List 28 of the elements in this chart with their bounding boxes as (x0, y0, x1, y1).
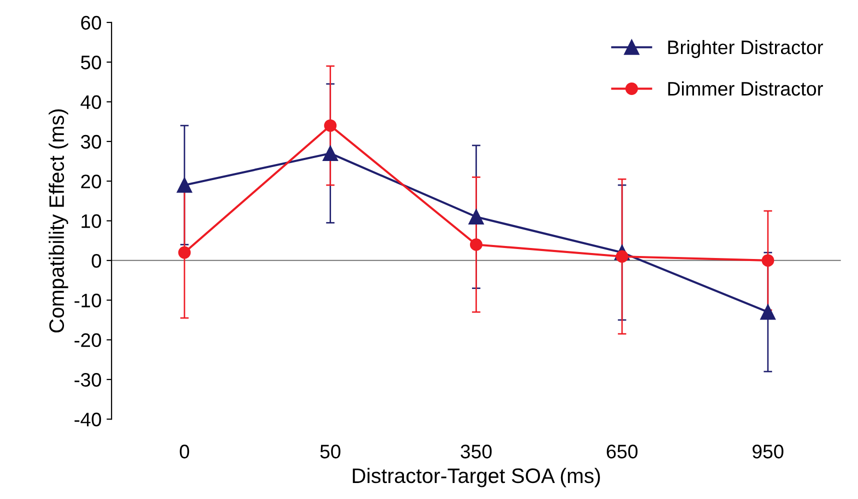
y-tick-label: -40 (74, 412, 102, 426)
y-tick-label: 10 (82, 214, 102, 228)
point (324, 119, 337, 132)
y-tick-label: -30 (74, 372, 102, 387)
y-tick-label: 50 (80, 56, 102, 70)
point (468, 209, 484, 224)
y-axis-title: Compatibility Effect (ms) (48, 109, 68, 332)
point (470, 238, 482, 251)
x-tick-label: 50 (320, 444, 340, 458)
x-tick-label: 350 (460, 444, 492, 458)
y-tick-label: 20 (81, 174, 102, 188)
y-tick-label: 40 (80, 95, 102, 110)
x-tick-label: 950 (752, 444, 784, 458)
y-tick-label: 0 (92, 254, 102, 268)
legend-label: Dimmer Distractor (668, 81, 823, 96)
x-tick-label: 650 (606, 444, 638, 458)
point (760, 304, 776, 320)
point (178, 246, 191, 259)
x-axis-title: Distractor-Target SOA (ms) (352, 468, 600, 488)
y-tick-label: 60 (81, 16, 102, 30)
point (176, 177, 192, 193)
y-tick-label: 30 (80, 134, 102, 149)
y-tick-label: -10 (74, 294, 102, 308)
legend-label: Brighter Distractor (668, 40, 824, 58)
y-tick-label: -20 (74, 333, 102, 348)
point (762, 254, 774, 267)
point (322, 146, 338, 162)
x-tick-label: 0 (180, 444, 190, 458)
